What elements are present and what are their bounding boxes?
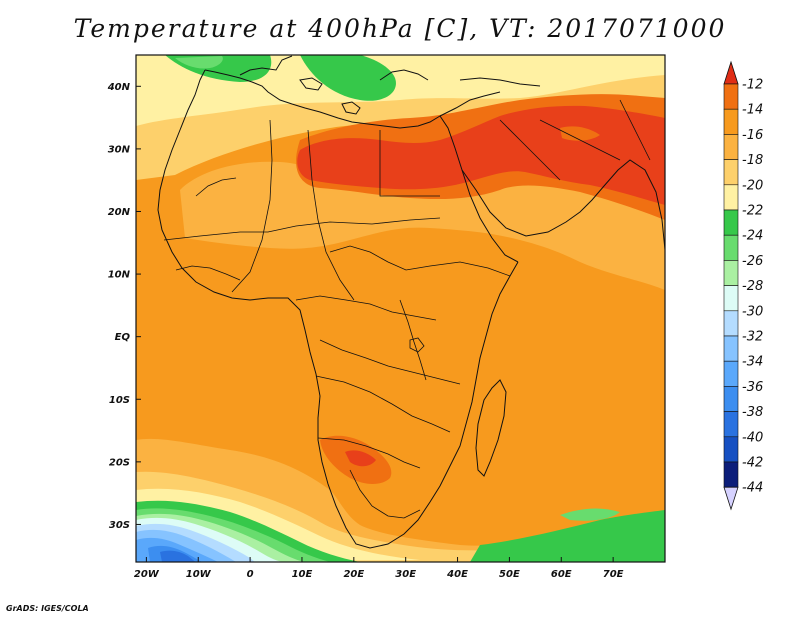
border-congo-north <box>295 295 437 321</box>
iran-patch <box>560 126 600 141</box>
border-congo-south <box>319 339 461 385</box>
colorbar-label: -30 <box>742 304 763 319</box>
border-mauritania <box>195 177 237 197</box>
latitude-axis: 40N 30N 20N 10N EQ 10S 20S 30S <box>107 82 141 531</box>
border-sahel <box>163 217 441 241</box>
lat-tick-label: 30N <box>108 144 131 155</box>
border-libya-chad <box>307 129 355 301</box>
colorbar-swatch <box>723 234 739 261</box>
lat-tick-label: EQ <box>115 332 131 343</box>
south-atlantic-coldest <box>160 550 196 562</box>
map-title: Temperature at 400hPa [C], VT: 201707100… <box>73 14 727 43</box>
red-sea-coast <box>439 115 519 263</box>
colorbar-swatch <box>723 134 739 160</box>
lat-tick-label: 30S <box>109 520 130 531</box>
africa-west-south-coast <box>157 69 519 549</box>
lon-tick-label: 10W <box>186 569 212 580</box>
colorbar-swatch <box>723 159 739 186</box>
colorbar-label: -14 <box>742 103 763 118</box>
iberia-coast <box>239 55 293 76</box>
colorbar-label: -42 <box>742 456 763 471</box>
lon-tick-label: 70E <box>603 569 624 580</box>
indian-ocean-cooler-patch <box>560 508 620 521</box>
levant-coast <box>439 91 501 117</box>
lon-tick-label: 30E <box>395 569 416 580</box>
colorbar-swatch <box>723 184 739 211</box>
southern-africa-core <box>345 450 376 467</box>
border-south-africa <box>349 469 421 519</box>
lon-tick-label: 0 <box>247 569 254 580</box>
colorbar-label: -16 <box>742 128 763 143</box>
colorbar-label: -38 <box>742 405 763 420</box>
colorbar-label: -40 <box>742 430 763 445</box>
madagascar <box>475 379 507 477</box>
border-algeria-mali <box>231 119 273 293</box>
border-pakistan-india <box>619 99 651 161</box>
arabia-india-coast <box>461 159 665 251</box>
colorbar-swatch <box>723 310 739 337</box>
longitude-axis: 20W 10W 0 10E 20E 30E 40E 50E 60E 70E <box>134 557 624 580</box>
colorbar-label: -22 <box>742 204 763 219</box>
colorbar-label: -12 <box>742 78 763 93</box>
coastlines <box>157 55 665 549</box>
lake-victoria <box>409 337 425 353</box>
colorbar-swatch <box>723 436 739 463</box>
colorbar-swatch <box>723 411 739 438</box>
border-west-africa <box>175 265 241 281</box>
iberia-cooler-patch <box>175 56 223 69</box>
colorbar-swatch <box>723 360 739 387</box>
border-angola-zambia <box>315 375 451 433</box>
central-med-cool-patch <box>300 55 396 101</box>
lon-tick-label: 10E <box>292 569 313 580</box>
sicily-area <box>341 101 361 115</box>
temperature-field <box>136 55 665 562</box>
lon-tick-label: 20E <box>343 569 364 580</box>
colorbar-label: -36 <box>742 380 763 395</box>
colorbar-swatch <box>723 108 739 135</box>
colorbar-label: -26 <box>742 254 763 269</box>
lat-tick-label: 20S <box>109 457 130 468</box>
sardinia-area <box>299 77 323 91</box>
colorbar-swatch <box>723 285 739 312</box>
lat-tick-label: 10N <box>108 270 131 281</box>
colorbar: -12 -14 -16 -18 -20 -22 -24 -26 -28 -30 -32 -34 -36 -… <box>723 60 763 511</box>
colorbar-label: -34 <box>742 355 763 370</box>
border-central-africa <box>329 245 511 277</box>
plot-frame <box>135 54 666 563</box>
colorbar-label: -18 <box>742 153 763 168</box>
north-africa-coast <box>204 69 441 129</box>
colorbar-top-arrow <box>723 60 739 85</box>
colorbar-swatch <box>723 461 739 488</box>
country-borders <box>163 99 651 519</box>
balkans-coast <box>379 69 429 81</box>
lat-tick-label: 40N <box>107 82 131 93</box>
border-namibia-botswana <box>317 437 421 469</box>
border-iran <box>539 119 621 161</box>
lon-tick-label: 60E <box>551 569 572 580</box>
colorbar-swatch <box>723 386 739 412</box>
indian-ocean-cool-band <box>470 510 665 562</box>
grads-credit: GrADS: IGES/COLA <box>6 604 89 613</box>
colorbar-swatch <box>723 83 739 110</box>
colorbar-label: -32 <box>742 330 763 345</box>
colorbar-swatch <box>723 260 739 286</box>
lat-tick-label: 20N <box>108 207 131 218</box>
lon-tick-label: 50E <box>499 569 520 580</box>
lat-tick-label: 10S <box>109 395 130 406</box>
anatolia-coast <box>459 77 541 87</box>
lon-tick-label: 40E <box>446 569 468 580</box>
colorbar-label: -24 <box>742 229 763 244</box>
mediterranean-zone <box>136 55 665 126</box>
colorbar-label: -20 <box>742 178 763 193</box>
colorbar-swatch <box>723 335 739 362</box>
colorbar-bottom-arrow <box>723 486 739 511</box>
border-egypt-sudan <box>379 130 440 197</box>
colorbar-label: -44 <box>742 481 763 496</box>
border-arabia <box>499 119 561 181</box>
border-great-lakes <box>399 299 427 381</box>
colorbar-label: -28 <box>742 279 763 294</box>
colorbar-swatch <box>723 209 739 236</box>
lon-tick-label: 20W <box>134 569 160 580</box>
